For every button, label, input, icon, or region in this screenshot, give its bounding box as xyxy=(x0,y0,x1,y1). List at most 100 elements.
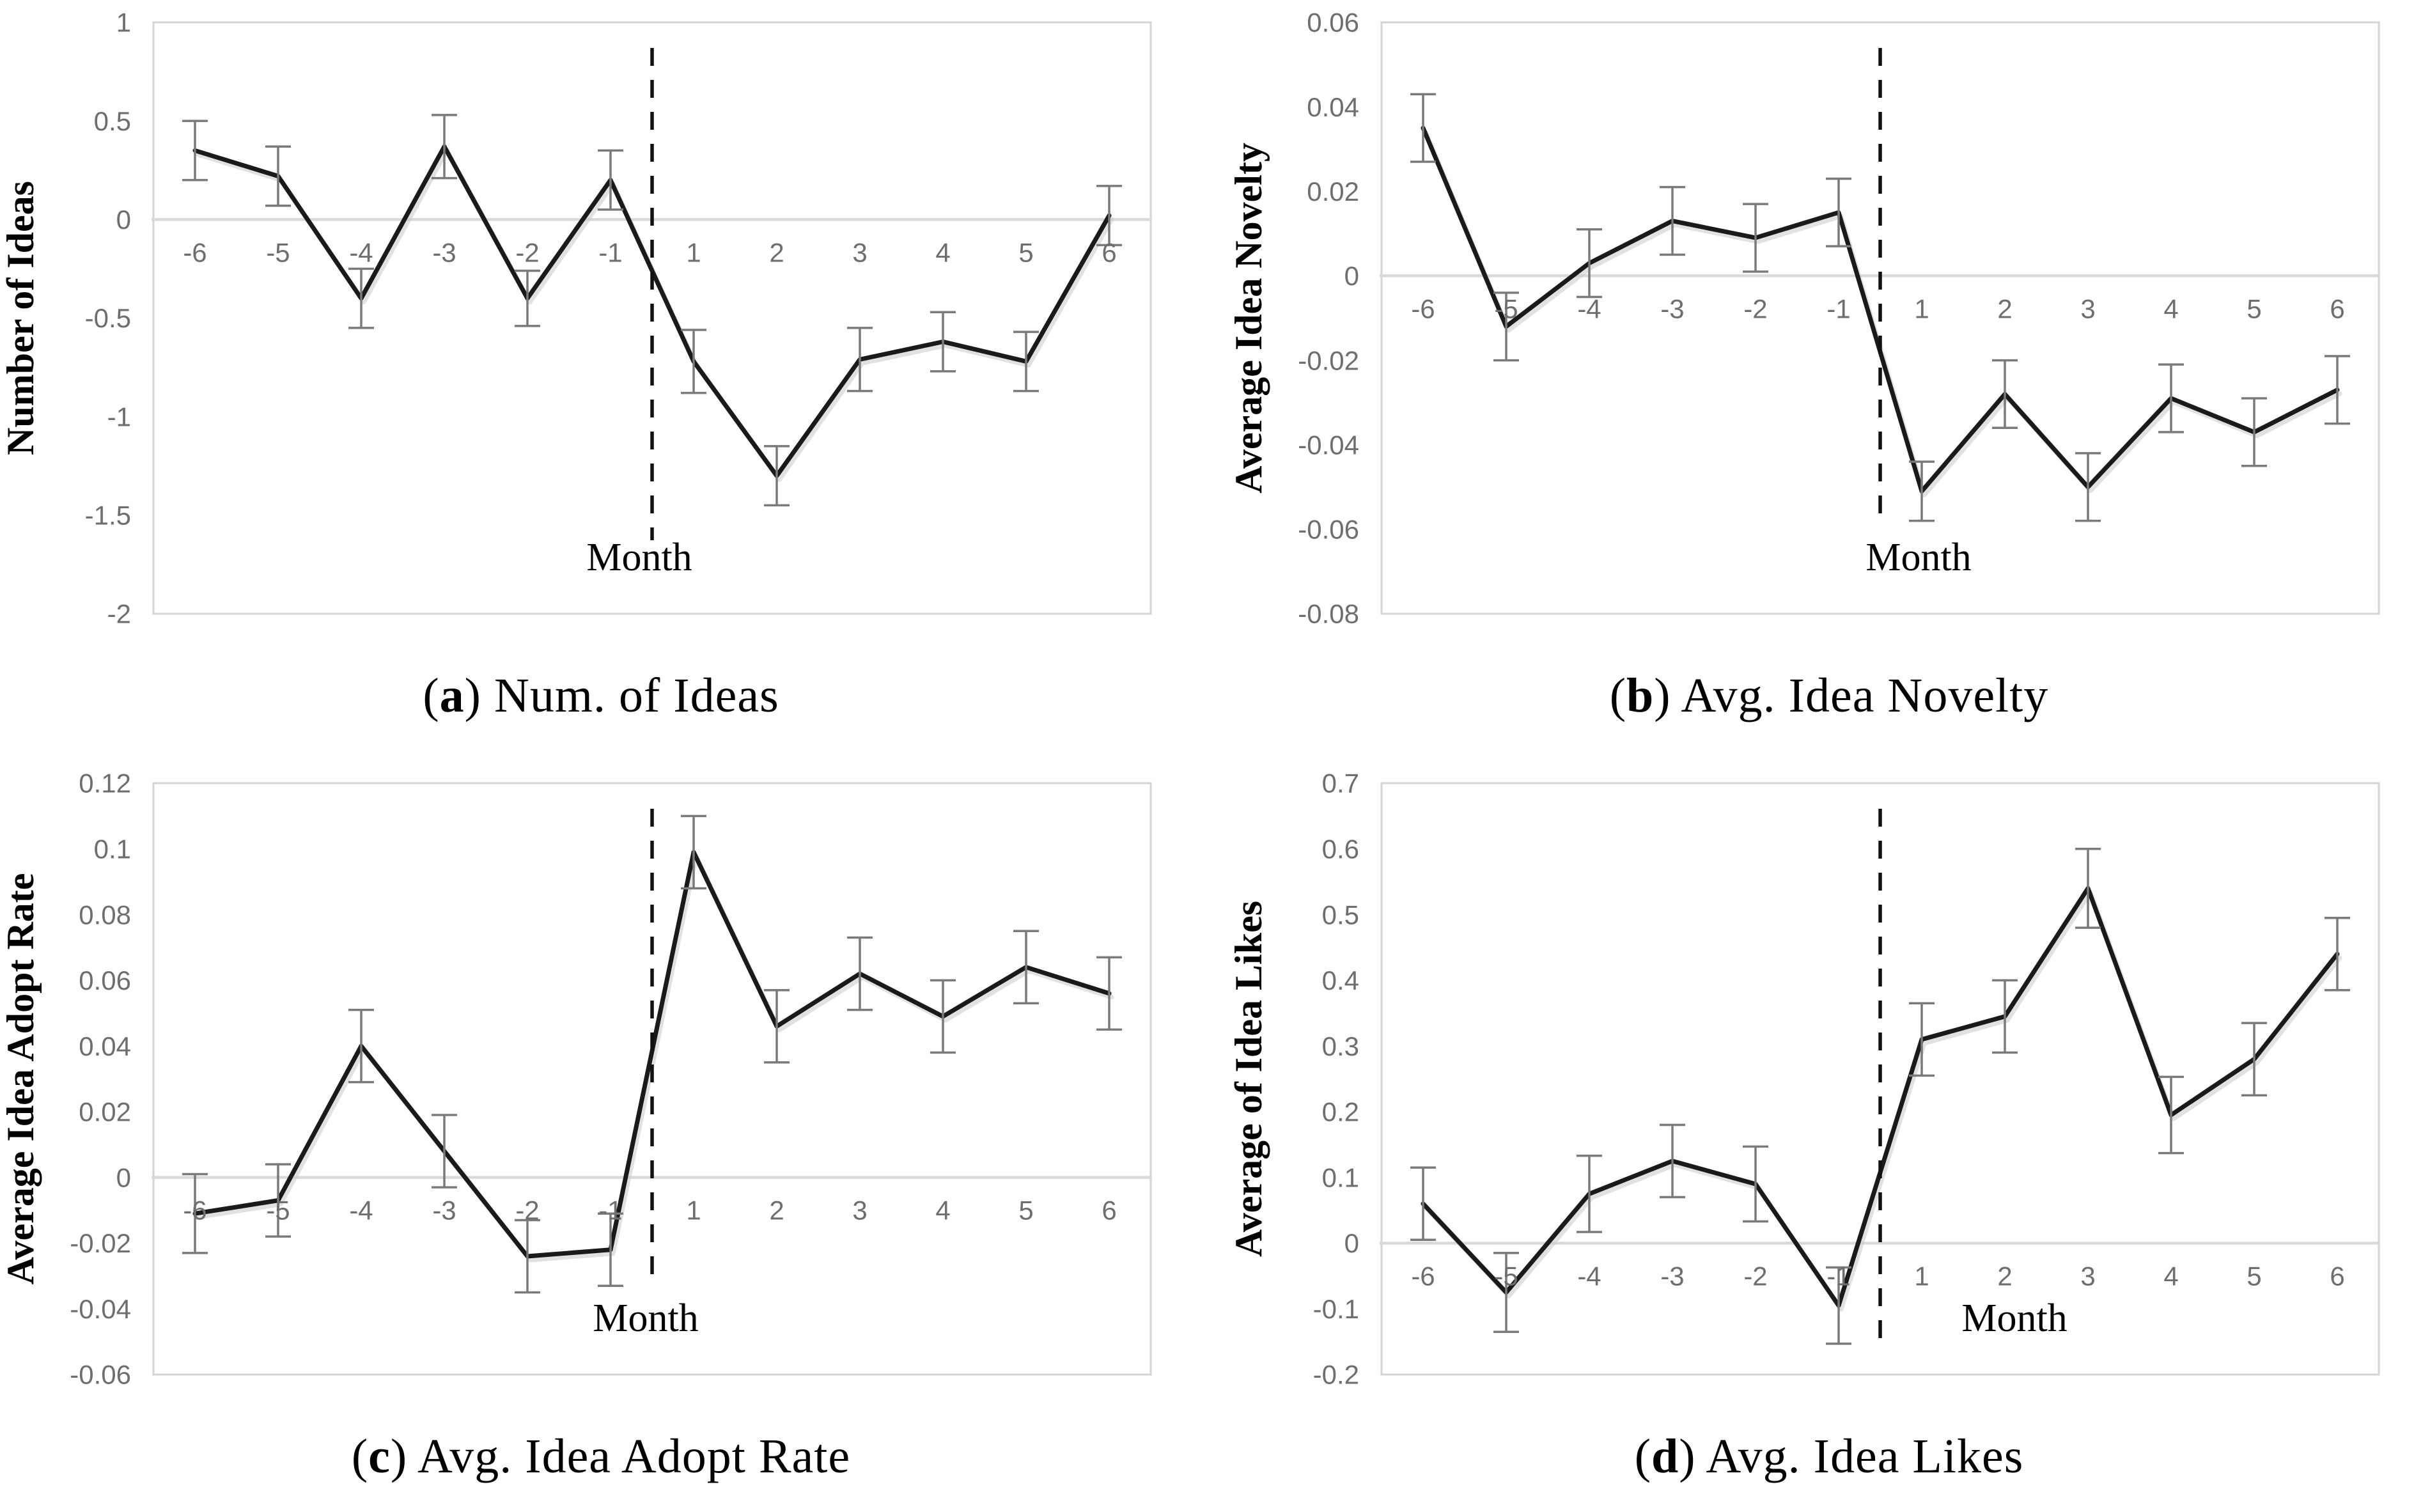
y-tick-label: -0.04 xyxy=(70,1294,131,1324)
line-chart-avg-idea-adopt-rate: 0.12 0.1 0.08 0.06 0.04 0.02 0 -0.02 -0.04 -0.06 -… xyxy=(0,768,1152,1390)
x-tick-label: -6 xyxy=(183,1196,206,1226)
plot-border xyxy=(152,782,1152,1376)
x-tick-label: 1 xyxy=(686,1196,701,1226)
y-tick-label: 0.08 xyxy=(79,900,131,930)
y-tick-label: -0.02 xyxy=(1298,345,1359,375)
caption-text: ) Num. of Ideas xyxy=(464,669,779,722)
y-tick-label: -0.08 xyxy=(1298,599,1359,629)
y-tick-label: 0.1 xyxy=(1322,1162,1359,1192)
x-tick-label: 4 xyxy=(2163,293,2178,323)
x-tick-label: -3 xyxy=(1660,293,1684,323)
caption-text: ) Avg. Idea Likes xyxy=(1679,1430,2024,1483)
x-tick-label: -4 xyxy=(349,1196,373,1226)
y-tick-label: -0.1 xyxy=(1313,1294,1359,1324)
y-tick-label: -1 xyxy=(107,401,131,432)
x-tick-label: -5 xyxy=(266,237,290,267)
error-bars xyxy=(1410,93,2350,522)
x-tick-label: -2 xyxy=(1743,293,1767,323)
x-tick-label: 6 xyxy=(2330,293,2344,323)
y-tick-label: -0.2 xyxy=(1313,1360,1359,1390)
caption-letter: b xyxy=(1626,669,1655,722)
x-tick-label: 2 xyxy=(1997,1261,2012,1291)
y-tick-labels: 1 0.5 0 -0.5 -1 -1.5 -2 xyxy=(85,8,131,629)
x-tick-label: -1 xyxy=(598,237,622,267)
x-tick-label: -1 xyxy=(1826,293,1850,323)
y-axis-title: Number of Ideas xyxy=(0,181,42,455)
y-tick-label: 0 xyxy=(116,1162,131,1192)
y-tick-label: 0.2 xyxy=(1322,1097,1359,1127)
x-tick-label: 4 xyxy=(935,237,950,267)
x-tick-label: -4 xyxy=(1577,293,1601,323)
y-tick-label: 0 xyxy=(1344,1228,1359,1258)
y-tick-label: 0.4 xyxy=(1322,965,1359,995)
plot-border xyxy=(1380,782,2380,1376)
line-chart-num-of-ideas: 1 0.5 0 -0.5 -1 -1.5 -2 -6 -5 -4 -3 -2 -1 1 2 3 4 5 6 Numbe… xyxy=(0,8,1152,629)
data-line xyxy=(192,144,1112,478)
x-tick-label: 2 xyxy=(769,237,784,267)
x-tick-label: 4 xyxy=(935,1196,950,1226)
x-tick-label: 3 xyxy=(852,237,867,267)
x-tick-label: -6 xyxy=(1411,1261,1435,1291)
x-tick-label: 5 xyxy=(1018,237,1033,267)
chart-panel-d: 0.7 0.6 0.5 0.4 0.3 0.2 0.1 0 -0.1 -0.2 -6 -5 -4 -3 -2… xyxy=(1228,761,2430,1512)
x-tick-label: -6 xyxy=(1411,293,1435,323)
x-tick-label: -1 xyxy=(598,1196,622,1226)
plot-border xyxy=(152,21,1152,615)
y-axis-title: Average Idea Novelty xyxy=(1228,143,1270,494)
y-tick-label: -0.5 xyxy=(85,303,131,333)
x-tick-label: -3 xyxy=(432,237,456,267)
x-axis-title: Month xyxy=(586,536,692,579)
caption-open: ( xyxy=(423,669,440,722)
chart-caption-d: (d) Avg. Idea Likes xyxy=(1228,1424,2430,1488)
x-tick-label: 3 xyxy=(852,1196,867,1226)
y-tick-label: -0.06 xyxy=(70,1360,131,1390)
line-chart-avg-idea-likes: 0.7 0.6 0.5 0.4 0.3 0.2 0.1 0 -0.1 -0.2 -6 -5 -4 -3 -2… xyxy=(1228,768,2380,1390)
y-tick-label: -0.02 xyxy=(70,1228,131,1258)
y-tick-label: 0.1 xyxy=(94,834,131,864)
line-shadow xyxy=(195,853,1114,1263)
y-tick-label: 0.7 xyxy=(1322,768,1359,799)
y-tick-label: 0.02 xyxy=(79,1097,131,1127)
y-tick-label: 0 xyxy=(116,205,131,235)
x-tick-label: 4 xyxy=(2163,1261,2178,1291)
x-tick-label: 1 xyxy=(686,237,701,267)
y-tick-label: 0.6 xyxy=(1322,834,1359,864)
caption-letter: c xyxy=(368,1430,391,1483)
x-tick-label: -3 xyxy=(1660,1261,1684,1291)
x-tick-label: 5 xyxy=(1018,1196,1033,1226)
chart-panel-c: 0.12 0.1 0.08 0.06 0.04 0.02 0 -0.02 -0.04 -0.06 -… xyxy=(0,761,1202,1512)
x-axis-title: Month xyxy=(1961,1297,2067,1340)
x-tick-label: 2 xyxy=(1997,293,2012,323)
x-tick-label: -2 xyxy=(515,1196,539,1226)
x-tick-label: 1 xyxy=(1914,1261,1929,1291)
line-chart-avg-idea-novelty: 0.060.040.020-0.02-0.04-0.06-0.08-6 -5 -4-… xyxy=(1228,8,2380,629)
x-axis-title: Month xyxy=(593,1297,698,1340)
y-tick-labels: 0.7 0.6 0.5 0.4 0.3 0.2 0.1 0 -0.1 -0.2 xyxy=(1313,768,1359,1390)
y-axis-title: Average of Idea Likes xyxy=(1228,901,1270,1257)
error-bars xyxy=(1410,848,2350,1345)
x-tick-label: -6 xyxy=(183,237,206,267)
x-tick-label: -4 xyxy=(1577,1261,1601,1291)
plot-border xyxy=(1380,21,2380,615)
x-tick-labels: -6 -5 -4 -3 -2 -1 1 2 3 4 5 6 xyxy=(1411,1261,2344,1291)
x-tick-label: 5 xyxy=(2247,293,2261,323)
chart-panel-b: 0.06 0.04 0.02 0 -0.02 -0.04 -0.06 -0.08 -6 -5 -4-… xyxy=(1228,0,2430,751)
x-tick-label: -1 xyxy=(1826,1261,1850,1291)
y-tick-label: 0.5 xyxy=(1322,900,1359,930)
x-tick-labels: -6 -5 -4 -3 -2 -1 1 2 3 4 5 6 xyxy=(183,1196,1116,1226)
chart-caption-b: (b) Avg. Idea Novelty xyxy=(1228,664,2430,728)
x-tick-label: 6 xyxy=(1102,237,1116,267)
x-tick-label: -5 xyxy=(1494,293,1518,323)
data-line xyxy=(192,850,1112,1259)
y-tick-label: 0.06 xyxy=(1307,8,1359,38)
y-tick-label: 0.02 xyxy=(1307,176,1359,207)
x-tick-label: -2 xyxy=(515,237,539,267)
y-tick-label: -0.04 xyxy=(1298,430,1359,460)
y-tick-label: 0.06 xyxy=(79,965,131,995)
y-tick-label: 0.04 xyxy=(1307,92,1359,122)
y-tick-label: 0.04 xyxy=(79,1031,131,1061)
x-tick-labels: -6 -5 -4 -3 -2 -1 1 2 3 4 5 6 xyxy=(1411,293,2344,323)
y-tick-label: 0.3 xyxy=(1322,1031,1359,1061)
line-shadow xyxy=(1423,889,2342,1312)
caption-open: ( xyxy=(351,1430,369,1483)
